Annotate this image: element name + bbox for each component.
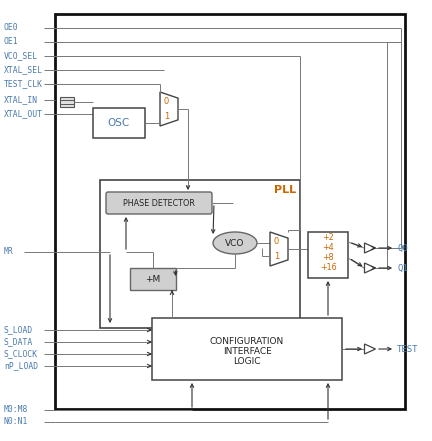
Text: 1: 1 [164, 112, 169, 121]
Text: VCO_SEL: VCO_SEL [4, 52, 38, 60]
Text: +8: +8 [322, 254, 334, 262]
Text: Q1: Q1 [397, 264, 408, 273]
Text: CONFIGURATION: CONFIGURATION [210, 336, 284, 345]
Text: LOGIC: LOGIC [233, 356, 261, 366]
Text: Q0: Q0 [397, 243, 408, 253]
Bar [60, 97, 74, 107]
Text: XTAL_OUT: XTAL_OUT [4, 109, 43, 119]
Bar [100, 180, 300, 328]
Text: +16: +16 [320, 264, 337, 273]
Text: 0: 0 [164, 97, 169, 106]
Text: S_DATA: S_DATA [4, 337, 33, 347]
Polygon shape [365, 344, 375, 354]
Ellipse shape [213, 232, 257, 254]
Text: OE0: OE0 [4, 23, 19, 33]
Text: XTAL_SEL: XTAL_SEL [4, 66, 43, 75]
Bar [308, 232, 348, 278]
Text: +2: +2 [322, 233, 334, 243]
Bar [130, 268, 176, 290]
Text: MR: MR [4, 247, 14, 257]
Polygon shape [270, 232, 288, 266]
FancyBboxPatch shape [106, 192, 212, 214]
Bar [55, 14, 405, 409]
Polygon shape [365, 243, 375, 253]
Polygon shape [365, 263, 375, 273]
Text: INTERFACE: INTERFACE [222, 347, 271, 355]
Text: S_LOAD: S_LOAD [4, 325, 33, 335]
Text: S_CLOCK: S_CLOCK [4, 350, 38, 359]
Text: VCO: VCO [226, 239, 245, 247]
Text: 1: 1 [274, 252, 279, 261]
Text: +M: +M [146, 274, 161, 284]
Text: 0: 0 [274, 237, 279, 246]
Text: OSC: OSC [108, 118, 130, 128]
Text: M0:M8: M0:M8 [4, 406, 29, 415]
Text: OE1: OE1 [4, 37, 19, 46]
Text: PHASE DETECTOR: PHASE DETECTOR [123, 198, 195, 208]
Text: N0:N1: N0:N1 [4, 418, 29, 426]
Text: TEST_CLK: TEST_CLK [4, 79, 43, 89]
Text: XTAL_IN: XTAL_IN [4, 96, 38, 105]
Polygon shape [160, 92, 178, 126]
Text: TEST: TEST [397, 344, 419, 354]
Text: nP_LOAD: nP_LOAD [4, 362, 38, 370]
Bar [93, 108, 145, 138]
Bar [152, 318, 342, 380]
Text: +4: +4 [322, 243, 334, 253]
Text: PLL: PLL [274, 185, 296, 195]
